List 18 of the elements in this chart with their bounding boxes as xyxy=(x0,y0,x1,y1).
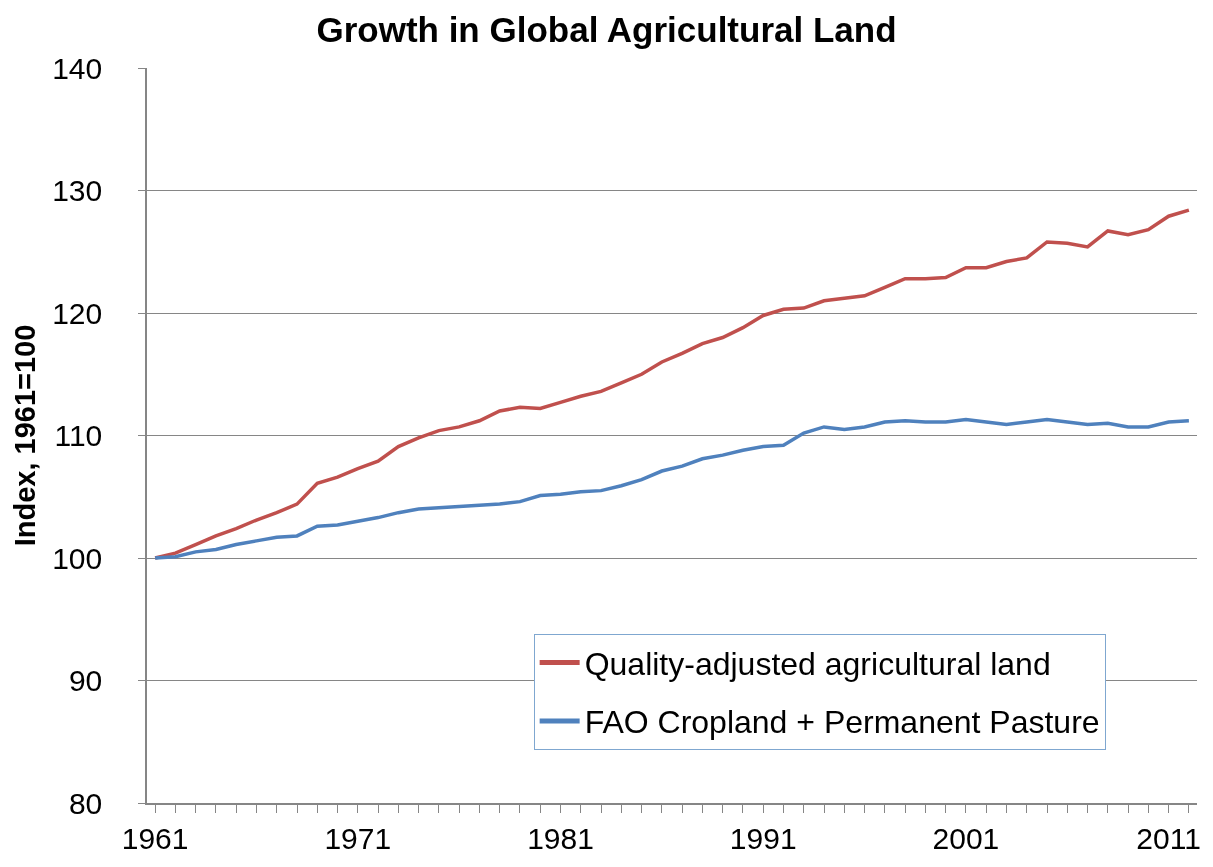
y-tick-label: 130 xyxy=(52,174,103,207)
x-tick-label: 1991 xyxy=(729,821,797,855)
y-tick-label: 140 xyxy=(52,51,103,85)
x-tick-label: 1961 xyxy=(121,821,189,855)
y-axis-title: Index, 1961=100 xyxy=(9,324,42,547)
y-tick-label: 110 xyxy=(54,419,103,452)
x-tick-label: 2001 xyxy=(932,821,1000,855)
line-series xyxy=(153,417,1191,560)
y-tick-label: 100 xyxy=(52,541,103,575)
y-tick-label: 120 xyxy=(52,296,103,330)
y-tick-label: 90 xyxy=(68,664,103,697)
y-tick-label: 80 xyxy=(68,786,103,820)
legend-label: Quality-adjusted agricultural land xyxy=(584,645,1051,682)
x-tick-label: 1971 xyxy=(324,821,392,855)
chart-title: Growth in Global Agricultural Land xyxy=(316,10,897,50)
legend-label: FAO Cropland + Permanent Pasture xyxy=(584,704,1100,741)
x-tick-label: 2011 xyxy=(1136,821,1201,855)
x-tick-label: 1981 xyxy=(527,821,594,855)
